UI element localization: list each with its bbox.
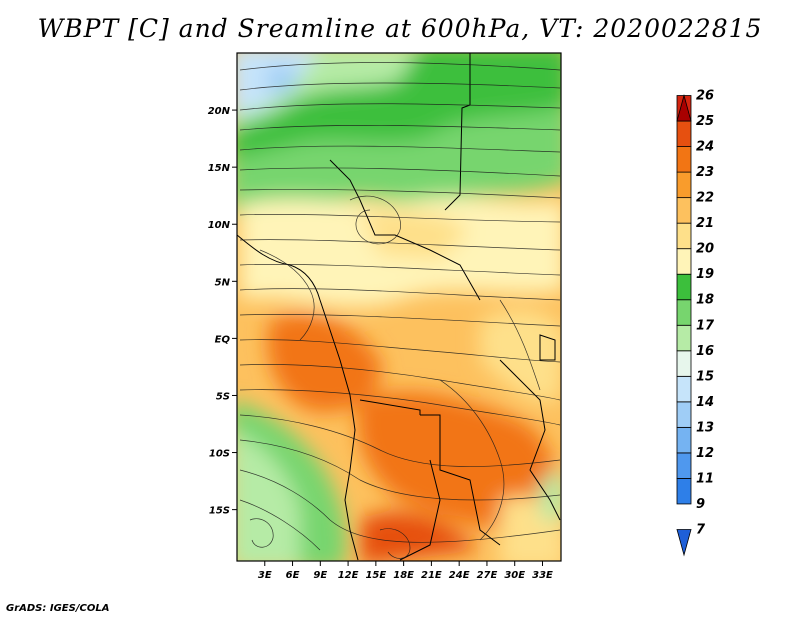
grads-credit: GrADS: IGES/COLA [6, 603, 110, 614]
colorbar-swatch [676, 452, 692, 479]
y-tick-label: 20N [208, 106, 231, 117]
y-tick-label: 5S [216, 391, 230, 402]
colorbar-swatch [676, 146, 692, 173]
colorbar-label: 21 [696, 216, 714, 231]
colorbar-swatch [676, 401, 692, 428]
colorbar-swatch [676, 350, 692, 377]
colorbar-label: 13 [696, 420, 714, 435]
y-tick-label: 15S [209, 506, 230, 517]
colorbar: 7 9 11 12 13 14 15 16 17 18 19 20 21 22 23 24 25 26 [676, 89, 715, 557]
colorbar-swatch [676, 324, 692, 352]
colorbar-swatch [676, 94, 692, 122]
colorbar-label: 15 [696, 369, 714, 384]
x-tick-label: 12E [338, 570, 359, 581]
colorbar-swatch [676, 299, 692, 326]
colorbar-swatch [676, 197, 692, 224]
colorbar-swatch [676, 529, 692, 557]
x-tick-label: 9E [313, 570, 327, 581]
x-tick-label: 18E [393, 570, 414, 581]
x-tick-label: 33E [532, 570, 553, 581]
chart-title: WBPT [C] and Sreamline at 600hPa, VT: 20… [37, 14, 763, 43]
x-tick-label: 6E [286, 570, 300, 581]
colorbar-swatch [676, 375, 692, 403]
colorbar-label: 25 [696, 114, 714, 129]
x-tick-label: 3E [258, 570, 272, 581]
colorbar-label: 17 [696, 318, 715, 333]
colorbar-label: 11 [696, 471, 714, 486]
colorbar-swatch [676, 248, 692, 275]
x-tick-label: 15E [365, 570, 386, 581]
x-tick-label: 27E [477, 570, 498, 581]
streamlines [239, 62, 561, 559]
y-tick-label: 10S [209, 449, 230, 460]
colorbar-label: 14 [696, 395, 714, 410]
map-frame [236, 52, 562, 562]
x-tick-label: 30E [504, 570, 525, 581]
longitude-axis: 3E 6E 9E 12E 15E 18E 21E 24E 27E 30E 33E [258, 561, 553, 581]
colorbar-swatch [676, 120, 692, 147]
y-tick-label: EQ [215, 334, 231, 345]
latitude-axis: 20N 15N 10N 5N EQ 5S 10S 15S [208, 106, 237, 517]
coastlines [237, 53, 561, 561]
colorbar-swatch [676, 273, 692, 301]
x-tick-label: 21E [421, 570, 442, 581]
colorbar-swatch [676, 222, 692, 250]
colorbar-label: 26 [696, 89, 714, 104]
colorbar-label: 9 [696, 497, 705, 512]
y-tick-label: 10N [208, 220, 231, 231]
y-tick-label: 5N [215, 277, 231, 288]
colorbar-label: 19 [696, 267, 714, 282]
colorbar-label: 7 [696, 522, 706, 537]
colorbar-label: 16 [696, 344, 714, 359]
colorbar-swatch [676, 478, 692, 505]
colorbar-swatch [676, 426, 692, 454]
colorbar-label: 22 [696, 191, 714, 206]
colorbar-label: 18 [696, 293, 714, 308]
colorbar-label: 24 [696, 140, 714, 155]
y-tick-label: 15N [208, 163, 231, 174]
colorbar-label: 20 [696, 242, 714, 257]
map-panel [237, 53, 561, 561]
colorbar-label: 12 [696, 446, 714, 461]
x-tick-label: 24E [449, 570, 470, 581]
colorbar-swatch [676, 171, 692, 199]
colorbar-label: 23 [696, 165, 714, 180]
